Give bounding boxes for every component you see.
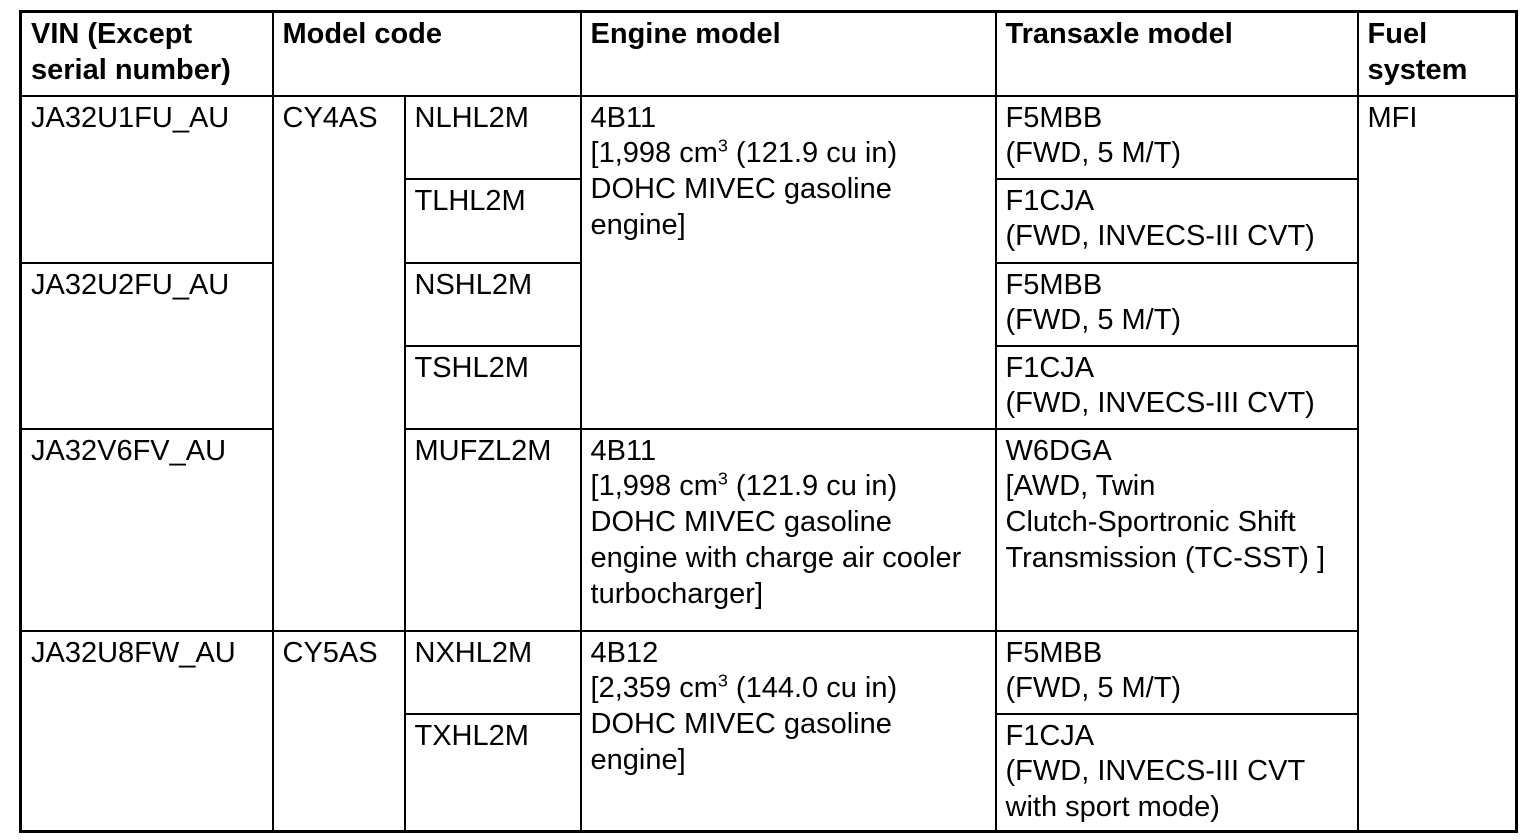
model-code-cell-cy4as: CY4AS	[271, 94, 406, 632]
table-row: JA32U1FU_AU CY4AS NLHL2M 4B11 [1,998 cm3 …	[19, 94, 1518, 833]
variant-code-cell-mufzl2m: MUFZL2M	[403, 427, 582, 632]
fuel-system-cell: MFI	[1356, 94, 1518, 833]
variant-code-cell-nlhl2m: NLHL2M	[403, 94, 582, 180]
vin-cell-ja32u2fu: JA32U2FU_AU	[19, 261, 274, 430]
variant-code-cell-tlhl2m: TLHL2M	[403, 177, 582, 264]
header-model-code: Model code	[271, 10, 582, 97]
transaxle-cell-f1cja: F1CJA (FWD, INVECS-III CVT)	[994, 344, 1359, 430]
vin-cell-ja32u1fu: JA32U1FU_AU	[19, 94, 274, 264]
transaxle-cell-f1cja: F1CJA (FWD, INVECS-III CVT)	[994, 177, 1359, 264]
transaxle-cell-f5mbb: F5MBB (FWD, 5 M/T)	[994, 629, 1359, 715]
table-row: TXHL2M F1CJA (FWD, INVECS-III CVT with spo…	[21, 712, 1517, 833]
transaxle-cell-f5mbb: F5MBB (FWD, 5 M/T)	[994, 94, 1359, 180]
variant-code-cell-nxhl2m: NXHL2M	[403, 629, 582, 715]
engine-cell-4b11: 4B11 [1,998 cm3 (121.9 cu in) DOHC MIVEC g…	[579, 94, 997, 430]
table-row: TSHL2M F1CJA (FWD, INVECS-III CVT)	[21, 344, 1517, 430]
transaxle-cell-f1cja-sport: F1CJA (FWD, INVECS-III CVT with sport mode…	[994, 712, 1359, 833]
variant-code-cell-tshl2m: TSHL2M	[403, 344, 582, 430]
table-row: JA32U2FU_AU NSHL2M F5MBB (FWD, 5 M/T)	[19, 261, 1517, 430]
vin-cell-ja32v6fv: JA32V6FV_AU	[19, 427, 274, 632]
header-engine-model: Engine model	[579, 10, 997, 97]
table-row: JA32U8FW_AU CY5AS NXHL2M 4B12 [2,359 cm3 …	[19, 629, 1517, 833]
vehicle-spec-table: VIN (Except serial number) Model code Eng…	[19, 10, 1519, 834]
header-vin: VIN (Except serial number)	[19, 10, 274, 97]
table-row: JA32V6FV_AU MUFZL2M 4B11 [1,998 cm3 (121.…	[19, 427, 1517, 632]
header-fuel-system: Fuel system	[1356, 10, 1518, 97]
header-transaxle-model: Transaxle model	[994, 10, 1359, 97]
variant-code-cell-txhl2m: TXHL2M	[403, 712, 582, 833]
transaxle-cell-f5mbb: F5MBB (FWD, 5 M/T)	[994, 261, 1359, 347]
engine-cell-4b11-turbo: 4B11 [1,998 cm3 (121.9 cu in) DOHC MIVEC g…	[579, 427, 997, 632]
header-row: VIN (Except serial number) Model code Eng…	[19, 10, 1518, 97]
model-code-cell-cy5as: CY5AS	[271, 629, 406, 833]
table-row: TLHL2M F1CJA (FWD, INVECS-III CVT)	[21, 177, 1517, 264]
vin-cell-ja32u8fw: JA32U8FW_AU	[19, 629, 274, 833]
variant-code-cell-nshl2m: NSHL2M	[403, 261, 582, 347]
transaxle-cell-w6dga: W6DGA [AWD, Twin Clutch-Sportronic Shift Tr…	[994, 427, 1359, 632]
engine-cell-4b12: 4B12 [2,359 cm3 (144.0 cu in) DOHC MIVEC g…	[579, 629, 997, 833]
